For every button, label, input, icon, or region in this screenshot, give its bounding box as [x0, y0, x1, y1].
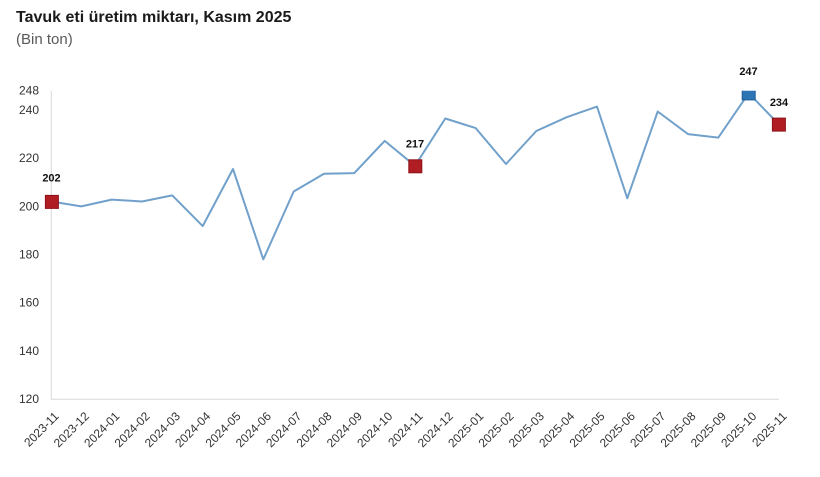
svg-text:220: 220	[19, 151, 39, 165]
svg-text:202: 202	[42, 173, 60, 185]
svg-text:248: 248	[19, 84, 39, 98]
svg-text:217: 217	[406, 139, 424, 151]
svg-text:160: 160	[19, 296, 39, 310]
svg-text:240: 240	[19, 103, 39, 117]
svg-text:247: 247	[739, 66, 757, 78]
svg-text:120: 120	[19, 392, 39, 406]
svg-text:140: 140	[19, 344, 39, 358]
svg-text:234: 234	[770, 97, 789, 109]
svg-text:180: 180	[19, 248, 39, 262]
svg-text:2025-11: 2025-11	[749, 409, 790, 450]
svg-text:200: 200	[19, 199, 39, 213]
